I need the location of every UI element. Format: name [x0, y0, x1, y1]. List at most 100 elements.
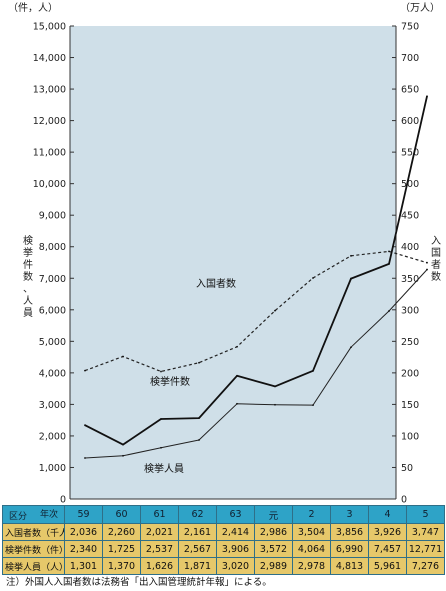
data-point — [122, 454, 124, 457]
table-row-persons: 検挙人員（人） 1,301 1,370 1,626 1,871 3,020 2,… — [2, 557, 445, 575]
series-line-persons — [84, 269, 428, 459]
table-cell: 7,457 — [368, 540, 407, 558]
data-point — [84, 369, 86, 372]
right-tick-label: 400 — [401, 242, 419, 253]
table-cell: 1,301 — [64, 557, 103, 575]
data-point — [426, 261, 428, 264]
series-label-immigrants: 入国者数 — [196, 277, 236, 290]
right-axis-label: 入国者数 — [431, 236, 441, 283]
table-cell: 3,747 — [406, 523, 445, 541]
left-tick-label: 15,000 — [33, 22, 66, 33]
data-point — [388, 250, 390, 253]
row-label: 入国者数（千人） — [2, 523, 65, 541]
data-point — [84, 424, 86, 427]
left-tick-label: 6,000 — [39, 305, 66, 316]
table-cell: 4,813 — [330, 557, 369, 575]
data-point — [236, 374, 238, 377]
data-point — [198, 361, 200, 364]
data-point — [426, 95, 428, 98]
data-point — [350, 254, 352, 257]
left-tick-label: 7,000 — [39, 274, 66, 285]
right-tick-label: 550 — [401, 148, 419, 159]
left-tick-label: 5,000 — [39, 337, 66, 348]
series-label-persons: 検挙人員 — [144, 462, 184, 475]
table-cell: 2,260 — [102, 523, 141, 541]
table-cell: 2,989 — [254, 557, 293, 575]
left-tick-label: 14,000 — [33, 53, 66, 64]
data-point — [350, 346, 352, 349]
table-cell: 2,567 — [178, 540, 217, 558]
left-tick-label: 0 — [60, 495, 66, 506]
left-tick-label: 8,000 — [39, 242, 66, 253]
table-cell: 7,276 — [406, 557, 445, 575]
table-cell: 3,856 — [330, 523, 369, 541]
row-label: 検挙人員（人） — [2, 557, 65, 575]
data-point — [198, 439, 200, 441]
data-point — [274, 385, 276, 388]
table-cell: 3,906 — [216, 540, 255, 558]
table-cell: 2,036 — [64, 523, 103, 541]
corner-label-category: 区分 — [9, 512, 28, 522]
right-tick-label: 200 — [401, 368, 419, 379]
table-cell: 3,020 — [216, 557, 255, 575]
data-point — [122, 443, 124, 446]
data-point — [274, 403, 276, 406]
data-point — [122, 355, 124, 358]
data-point — [426, 268, 428, 271]
year-header: 59 — [64, 505, 103, 524]
left-tick-label: 11,000 — [33, 148, 66, 159]
left-tick-label: 2,000 — [39, 431, 66, 442]
right-tick-label: 100 — [401, 431, 419, 442]
table-cell: 3,572 — [254, 540, 293, 558]
table-cell: 4,064 — [292, 540, 331, 558]
year-header: 2 — [292, 505, 331, 524]
series-line-cases — [84, 96, 428, 446]
table-cell: 2,161 — [178, 523, 217, 541]
axis-label-char: 、 — [23, 284, 33, 295]
year-header: 63 — [216, 505, 255, 524]
table-header-row: 年次 区分 59 60 61 62 63 元 2 3 4 5 — [2, 505, 445, 524]
table-cell: 3,504 — [292, 523, 331, 541]
table-cell: 12,771 — [406, 540, 445, 558]
left-tick-label: 9,000 — [39, 211, 66, 222]
left-tick-label: 1,000 — [39, 463, 66, 474]
right-axis-unit: （万人） — [400, 2, 440, 14]
axis-label-char: 数 — [431, 270, 441, 283]
year-header: 61 — [140, 505, 179, 524]
table-cell: 1,626 — [140, 557, 179, 575]
left-axis-ticks: 0 1,000 2,000 3,000 4,000 5,000 6,000 7,000 8,00… — [33, 22, 74, 506]
right-tick-label: 600 — [401, 116, 419, 127]
data-point — [350, 277, 352, 280]
right-axis-ticks: 0 50 100 150 200 250 300 350 400 450 500 550 600 650 7… — [392, 22, 419, 505]
right-tick-label: 300 — [401, 305, 419, 316]
data-table: 年次 区分 59 60 61 62 63 元 2 3 4 5 入国者数（千人） … — [2, 505, 445, 575]
year-header: 5 — [406, 505, 445, 524]
row-label: 検挙件数（件） — [2, 540, 65, 558]
table-cell: 1,725 — [102, 540, 141, 558]
left-axis-label: 検挙件数、人員 — [23, 234, 33, 319]
series-label-cases: 検挙件数 — [150, 375, 190, 388]
data-point — [312, 277, 314, 279]
series-line-immigrants — [84, 250, 428, 373]
data-point — [236, 345, 238, 348]
left-tick-label: 10,000 — [33, 179, 66, 190]
right-tick-label: 250 — [401, 337, 419, 348]
data-point — [274, 309, 276, 312]
data-point — [198, 417, 200, 419]
year-header: 3 — [330, 505, 369, 524]
data-point — [236, 402, 238, 405]
footnote: 注）外国人入国者数は法務省「出入国管理統計年報」による。 — [6, 577, 272, 588]
year-header: 4 — [368, 505, 407, 524]
right-tick-label: 700 — [401, 53, 419, 64]
table-row-immigrants: 入国者数（千人） 2,036 2,260 2,021 2,161 2,414 2… — [2, 523, 445, 541]
right-tick-label: 650 — [401, 85, 419, 96]
data-point — [160, 446, 162, 449]
right-tick-label: 450 — [401, 211, 419, 222]
table-cell: 1,370 — [102, 557, 141, 575]
axis-label-char: 国 — [431, 247, 441, 259]
data-point — [312, 404, 314, 406]
chart-area: 0 1,000 2,000 3,000 4,000 5,000 6,000 7,000 8,00… — [8, 2, 441, 506]
data-point — [84, 457, 86, 459]
data-point — [312, 369, 314, 372]
year-header: 元 — [254, 505, 293, 524]
